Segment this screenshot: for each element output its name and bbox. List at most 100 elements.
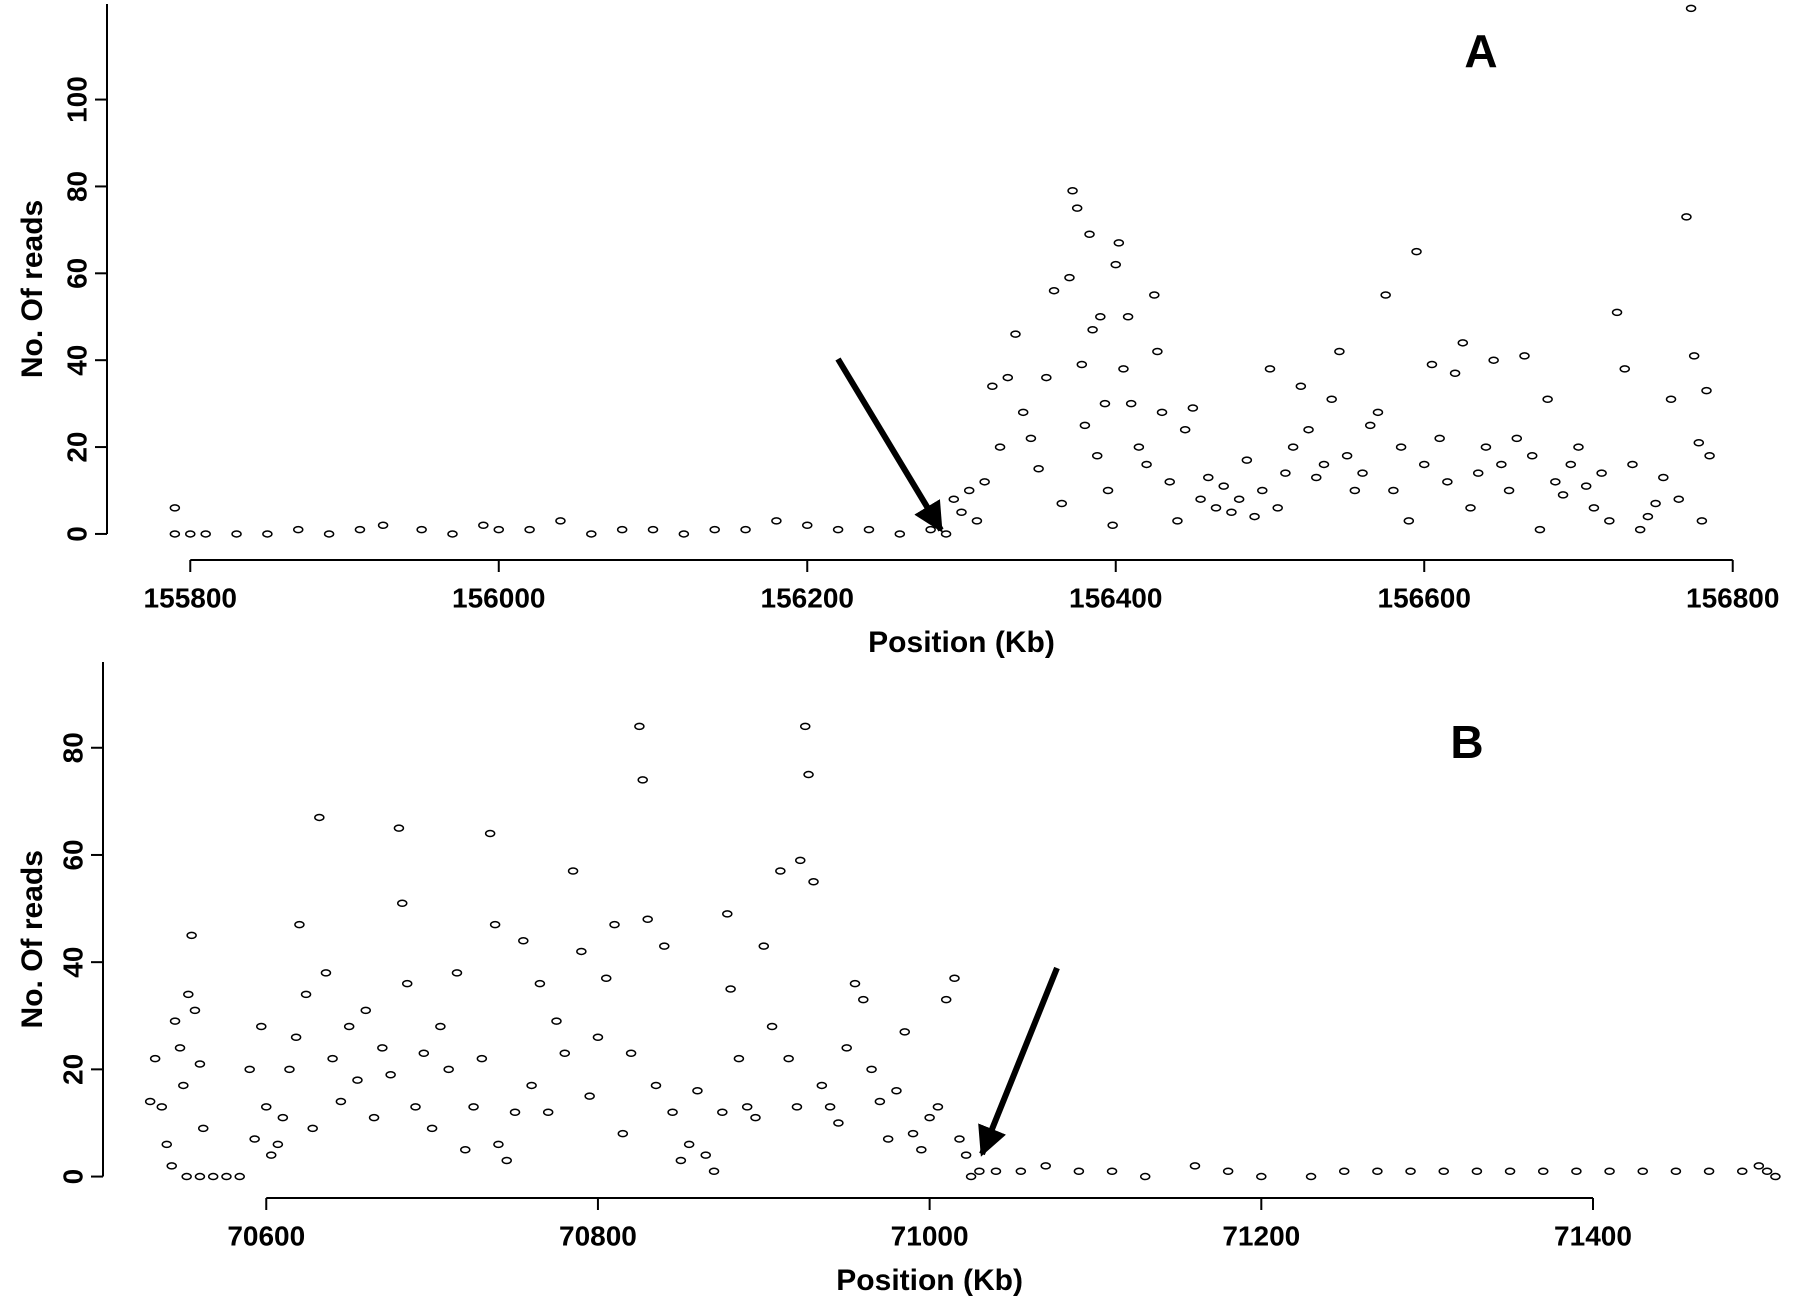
point — [625, 1049, 637, 1058]
point — [1087, 326, 1098, 334]
point — [284, 1065, 295, 1074]
point — [1048, 286, 1060, 295]
point — [1372, 1167, 1383, 1175]
point — [891, 1087, 902, 1095]
point — [197, 1124, 209, 1133]
point — [493, 1140, 504, 1149]
x-tick-label: 156600 — [1378, 582, 1471, 613]
point — [354, 525, 366, 534]
point — [874, 1097, 886, 1106]
point — [949, 974, 960, 982]
point — [468, 1103, 479, 1111]
y-tick-label: 0 — [57, 1169, 88, 1185]
point — [1076, 360, 1088, 369]
point — [586, 530, 597, 538]
point — [1079, 421, 1091, 430]
point — [256, 1022, 267, 1031]
point — [1179, 425, 1191, 434]
point — [1264, 365, 1276, 373]
point — [849, 979, 861, 988]
point — [803, 770, 814, 779]
point — [1550, 478, 1561, 486]
point — [924, 1113, 935, 1122]
point — [833, 1119, 844, 1127]
point — [1102, 486, 1114, 495]
point — [290, 1033, 302, 1041]
point — [1334, 347, 1345, 356]
point — [416, 525, 427, 534]
point — [1388, 486, 1399, 495]
point — [894, 530, 906, 538]
point — [616, 525, 628, 534]
point — [899, 1028, 910, 1036]
point — [717, 1108, 728, 1116]
point — [518, 936, 529, 945]
point — [435, 1022, 446, 1031]
point — [974, 1167, 985, 1175]
point — [1761, 1167, 1773, 1175]
point — [1152, 347, 1163, 356]
point — [418, 1049, 430, 1058]
point — [1465, 504, 1476, 512]
point — [1472, 469, 1484, 477]
point — [200, 530, 211, 538]
y-tick-label: 60 — [57, 839, 88, 870]
point — [1665, 395, 1677, 404]
point — [1685, 4, 1697, 13]
point — [1426, 360, 1438, 369]
point — [771, 517, 782, 525]
point — [1338, 1167, 1350, 1175]
point — [1341, 452, 1353, 460]
point — [478, 521, 489, 529]
point — [1504, 1167, 1516, 1175]
point — [1149, 291, 1160, 299]
point — [352, 1076, 363, 1084]
point — [1133, 443, 1145, 451]
point — [323, 530, 335, 538]
point — [1172, 517, 1183, 525]
y-tick-label: 100 — [61, 76, 92, 123]
point — [858, 995, 869, 1004]
point — [489, 920, 501, 929]
point — [1241, 456, 1253, 464]
point — [866, 1065, 877, 1074]
point — [1693, 438, 1705, 447]
point — [1222, 1167, 1234, 1175]
point — [1704, 452, 1715, 460]
point — [1526, 452, 1538, 460]
point — [1084, 230, 1095, 238]
point — [1588, 504, 1600, 512]
point — [1095, 313, 1106, 321]
point — [740, 525, 751, 534]
point — [692, 1087, 703, 1095]
point — [617, 1129, 629, 1138]
point — [1519, 352, 1530, 360]
y-tick-label: 80 — [57, 732, 88, 763]
point — [1073, 1167, 1085, 1175]
point — [1257, 486, 1268, 495]
x-tick-label: 156200 — [761, 582, 854, 613]
point — [948, 495, 960, 503]
point — [1015, 1167, 1027, 1175]
point — [940, 995, 952, 1004]
point — [1041, 373, 1052, 382]
point — [722, 910, 733, 918]
point — [1418, 460, 1430, 469]
point — [960, 1151, 972, 1159]
point — [567, 867, 579, 875]
point — [1303, 425, 1314, 434]
point — [1365, 421, 1376, 430]
point — [584, 1092, 595, 1100]
point — [1249, 512, 1260, 521]
point — [709, 525, 720, 534]
point — [169, 504, 181, 512]
point — [708, 1167, 720, 1175]
point — [551, 1017, 562, 1025]
point — [1010, 330, 1021, 338]
point — [678, 530, 690, 538]
arrow — [978, 966, 1060, 1157]
point — [1471, 1167, 1483, 1175]
point — [799, 722, 811, 731]
point — [990, 1167, 1002, 1175]
point — [1139, 1172, 1151, 1181]
